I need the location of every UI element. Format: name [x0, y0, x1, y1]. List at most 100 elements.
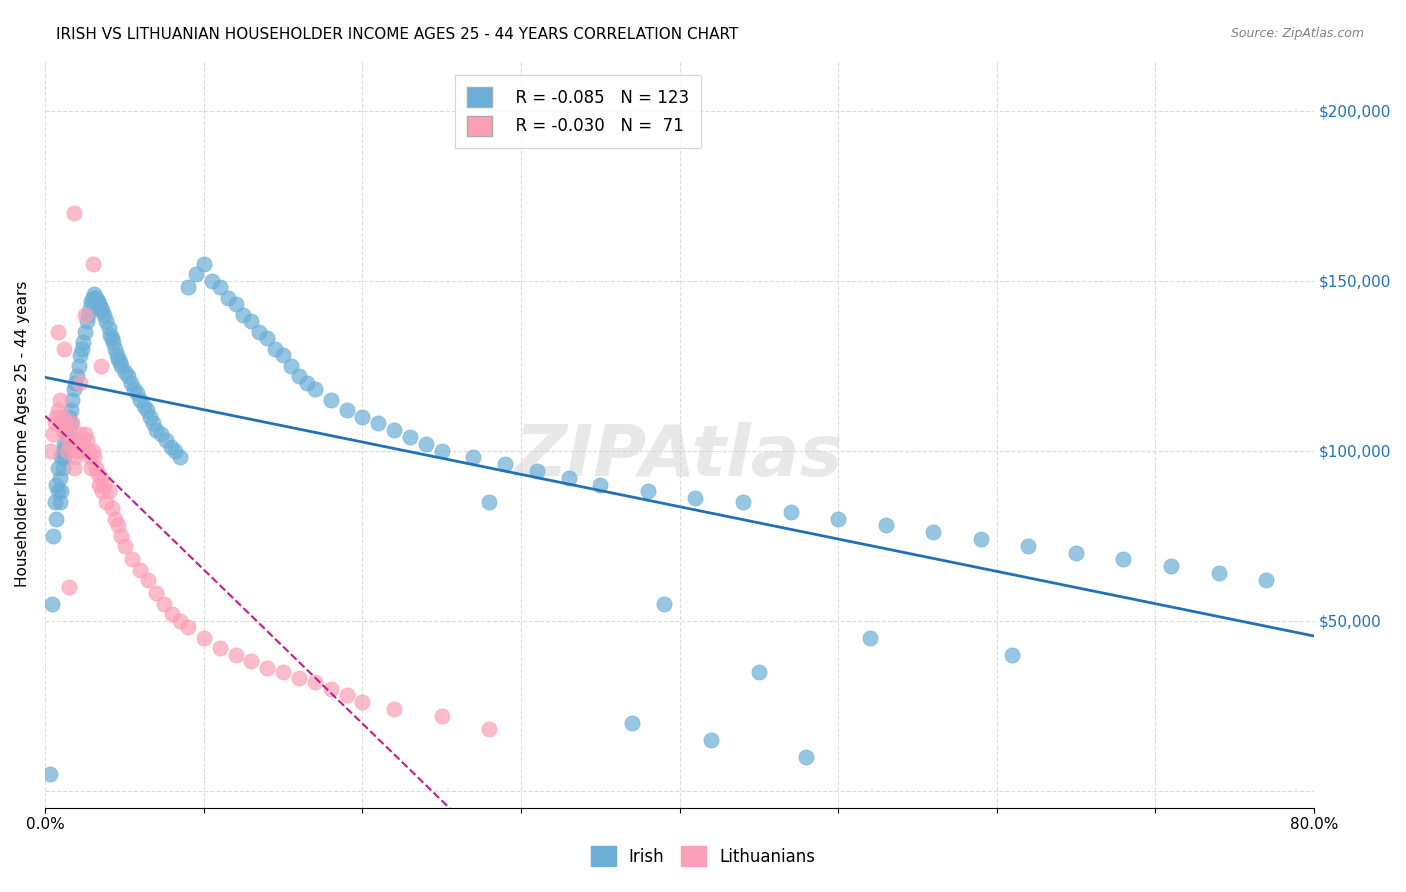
Point [193, 257, 215, 271]
Point [208, 280, 231, 294]
Point [52, 443, 75, 458]
Point [700, 732, 723, 747]
Point [59, 426, 82, 441]
Point [58, 437, 80, 451]
Point [83, 450, 105, 465]
Point [970, 532, 993, 546]
Point [101, 501, 124, 516]
Point [430, 443, 453, 458]
Point [415, 437, 437, 451]
Point [127, 385, 149, 400]
Point [139, 409, 162, 424]
Point [59, 417, 82, 431]
Point [82, 291, 104, 305]
Point [177, 280, 200, 294]
Point [80, 293, 103, 308]
Point [76, 434, 98, 448]
Point [122, 383, 145, 397]
Point [1208, 566, 1230, 580]
Point [49, 417, 72, 431]
Point [335, 689, 357, 703]
Point [48, 471, 70, 485]
Point [103, 334, 125, 349]
Point [271, 348, 294, 362]
Point [48, 494, 70, 508]
Point [97, 321, 120, 335]
Point [463, 450, 485, 465]
Point [382, 702, 405, 716]
Point [165, 443, 187, 458]
Point [319, 681, 342, 696]
Point [91, 484, 114, 499]
Point [247, 325, 270, 339]
Point [63, 205, 86, 219]
Point [48, 392, 70, 407]
Point [70, 342, 93, 356]
Point [79, 301, 101, 315]
Point [93, 477, 115, 491]
Point [42, 426, 65, 441]
Point [101, 331, 124, 345]
Point [399, 430, 422, 444]
Y-axis label: Householder Income Ages 25 - 44 years: Householder Income Ages 25 - 44 years [15, 280, 30, 587]
Point [256, 661, 278, 675]
Point [859, 631, 882, 645]
Point [77, 308, 100, 322]
Point [731, 494, 754, 508]
Point [90, 359, 112, 373]
Point [55, 417, 77, 431]
Point [304, 674, 326, 689]
Point [288, 368, 311, 383]
Point [110, 359, 132, 373]
Point [90, 301, 112, 315]
Point [80, 460, 103, 475]
Point [53, 437, 76, 451]
Point [155, 434, 177, 448]
Point [69, 376, 91, 390]
Point [367, 417, 389, 431]
Point [160, 607, 183, 621]
Point [145, 423, 167, 437]
Text: ZIPAtlas: ZIPAtlas [515, 422, 844, 491]
Point [55, 426, 77, 441]
Point [104, 511, 127, 525]
Point [304, 383, 326, 397]
Point [217, 291, 239, 305]
Point [52, 409, 75, 424]
Text: Source: ZipAtlas.com: Source: ZipAtlas.com [1230, 27, 1364, 40]
Point [60, 392, 83, 407]
Point [232, 308, 254, 322]
Point [280, 359, 302, 373]
Point [86, 293, 108, 308]
Point [67, 359, 90, 373]
Point [58, 426, 80, 441]
Point [129, 392, 152, 407]
Point [42, 529, 65, 543]
Point [83, 287, 105, 301]
Point [46, 460, 69, 475]
Point [478, 723, 501, 737]
Point [91, 304, 114, 318]
Point [79, 450, 101, 465]
Point [271, 665, 294, 679]
Point [73, 308, 96, 322]
Legend:   R = -0.085   N = 123,   R = -0.030   N =  71: R = -0.085 N = 123, R = -0.030 N = 71 [456, 76, 702, 148]
Point [478, 494, 501, 508]
Point [120, 376, 142, 390]
Point [240, 314, 263, 328]
Point [70, 443, 93, 458]
Point [65, 450, 87, 465]
Point [201, 274, 224, 288]
Point [58, 409, 80, 424]
Point [53, 450, 76, 465]
Point [352, 695, 374, 709]
Point [69, 348, 91, 362]
Point [84, 460, 107, 475]
Point [685, 491, 707, 506]
Point [94, 314, 117, 328]
Point [225, 648, 247, 662]
Point [169, 450, 191, 465]
Point [875, 518, 897, 533]
Point [73, 426, 96, 441]
Point [382, 423, 405, 437]
